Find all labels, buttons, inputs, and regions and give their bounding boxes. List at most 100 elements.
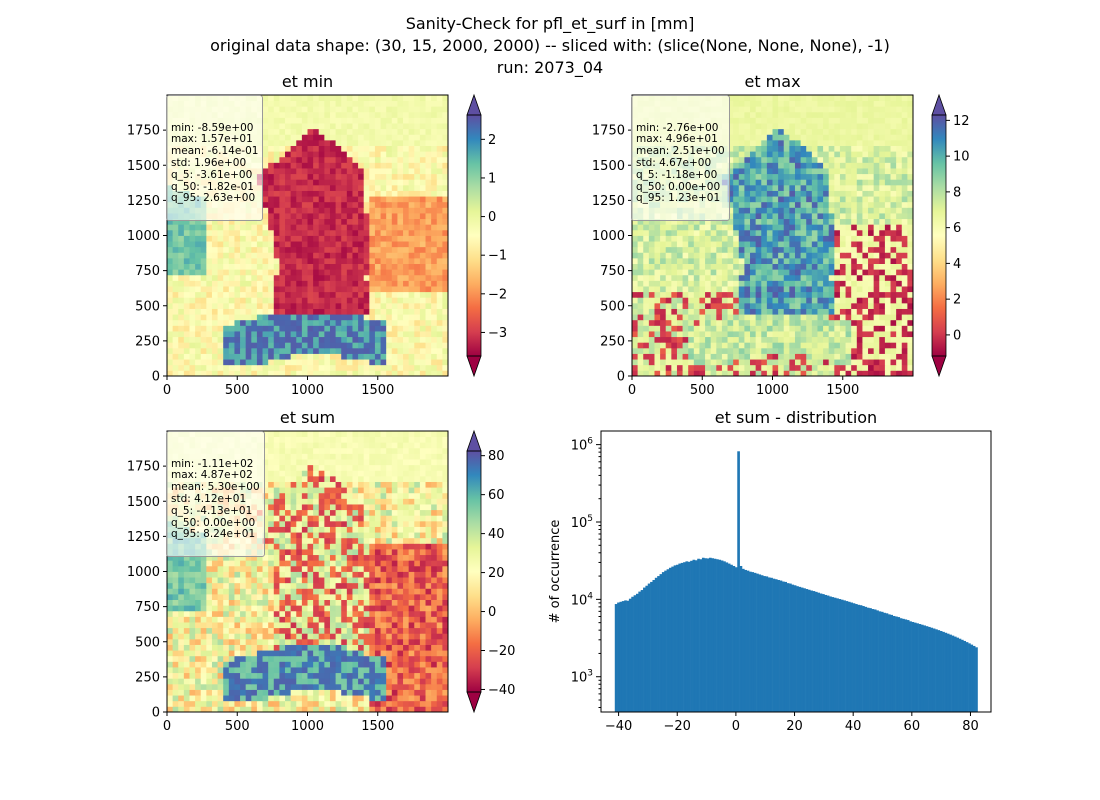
heatmap-cell	[386, 123, 393, 130]
heatmap-cell	[189, 325, 196, 332]
heatmap-cell	[290, 168, 297, 175]
heatmap-cell	[217, 263, 224, 270]
heatmap-cell	[671, 347, 678, 354]
heatmap-cell	[676, 246, 683, 253]
heatmap-cell	[693, 235, 700, 242]
heatmap-cell	[189, 274, 196, 281]
heatmap-cell	[654, 336, 661, 343]
heatmap-cell	[262, 331, 269, 338]
heatmap-cell	[251, 302, 258, 309]
heatmap-cell	[256, 297, 263, 304]
heatmap-cell	[879, 257, 886, 264]
heatmap-cell	[868, 139, 875, 146]
heatmap-cell	[397, 246, 404, 253]
heatmap-cell	[307, 235, 314, 242]
heatmap-cell	[296, 229, 303, 236]
heatmap-cell	[240, 280, 247, 287]
heatmap-cell	[178, 342, 185, 349]
heatmap-cell	[660, 291, 667, 298]
heatmap-cell	[419, 336, 426, 343]
heatmap-cell	[414, 100, 421, 107]
heatmap-cell	[699, 241, 706, 248]
heatmap-cell	[676, 364, 683, 371]
heatmap-cell	[660, 229, 667, 236]
colorbar-extend-bottom	[466, 355, 482, 378]
heatmap-cell	[195, 252, 202, 259]
heatmap-cell	[391, 257, 398, 264]
heatmap-cell	[335, 229, 342, 236]
heatmap-cell	[761, 263, 768, 270]
heatmap-cell	[873, 353, 880, 360]
heatmap-cell	[766, 111, 773, 118]
heatmap-cell	[716, 235, 723, 242]
heatmap-cell	[403, 269, 410, 276]
heatmap-cell	[665, 291, 672, 298]
heatmap-cell	[279, 128, 286, 135]
heatmap-cell	[907, 145, 914, 152]
heatmap-cell	[307, 95, 314, 102]
heatmap-cell	[329, 235, 336, 242]
heatmap-cell	[851, 336, 858, 343]
heatmap-cell	[733, 162, 740, 169]
heatmap-cell	[750, 100, 757, 107]
heatmap-cell	[195, 224, 202, 231]
heatmap-cell	[682, 252, 689, 259]
heatmap-cell	[211, 224, 218, 231]
heatmap-cell	[800, 156, 807, 163]
heatmap-cell	[632, 370, 639, 377]
heatmap-cell	[195, 241, 202, 248]
heatmap-cell	[211, 286, 218, 293]
heatmap-cell	[200, 331, 207, 338]
heatmap-cell	[868, 314, 875, 321]
heatmap-cell	[879, 325, 886, 332]
heatmap-cell	[761, 274, 768, 281]
heatmap-cell	[755, 314, 762, 321]
heatmap-cell	[296, 100, 303, 107]
heatmap-cell	[873, 162, 880, 169]
heatmap-cell	[414, 201, 421, 208]
heatmap-cell	[648, 291, 655, 298]
heatmap-cell	[665, 241, 672, 248]
heatmap-cell	[772, 347, 779, 354]
heatmap-cell	[705, 319, 712, 326]
heatmap-cell	[632, 269, 639, 276]
heatmap-cell	[290, 190, 297, 197]
heatmap-cell	[341, 128, 348, 135]
heatmap-cell	[369, 353, 376, 360]
heatmap-cell	[256, 364, 263, 371]
heatmap-cell	[716, 302, 723, 309]
heatmap-cell	[682, 359, 689, 366]
heatmap-cell	[783, 297, 790, 304]
heatmap-cell	[884, 370, 891, 377]
heatmap-cell	[789, 213, 796, 220]
heatmap-cell	[397, 111, 404, 118]
heatmap-cell	[845, 162, 852, 169]
heatmap-cell	[262, 100, 269, 107]
heatmap-cell	[341, 173, 348, 180]
heatmap-cell	[172, 370, 179, 377]
heatmap-cell	[750, 106, 757, 113]
heatmap-cell	[890, 246, 897, 253]
heatmap-cell	[817, 291, 824, 298]
heatmap-cell	[823, 263, 830, 270]
heatmap-cell	[643, 319, 650, 326]
heatmap-cell	[710, 235, 717, 242]
heatmap-cell	[733, 359, 740, 366]
heatmap-cell	[806, 286, 813, 293]
heatmap-cell	[868, 224, 875, 231]
heatmap-cell	[738, 168, 745, 175]
heatmap-cell	[660, 359, 667, 366]
heatmap-cell	[183, 241, 190, 248]
heatmap-cell	[206, 246, 213, 253]
heatmap-cell	[873, 168, 880, 175]
heatmap-cell	[189, 331, 196, 338]
heatmap-cell	[744, 134, 751, 141]
heatmap-cell	[828, 184, 835, 191]
heatmap-cell	[839, 359, 846, 366]
heatmap-cell	[352, 218, 359, 225]
heatmap-cell	[851, 100, 858, 107]
heatmap-cell	[341, 207, 348, 214]
heatmap-cell	[772, 128, 779, 135]
heatmap-cell	[290, 145, 297, 152]
heatmap-cell	[789, 145, 796, 152]
